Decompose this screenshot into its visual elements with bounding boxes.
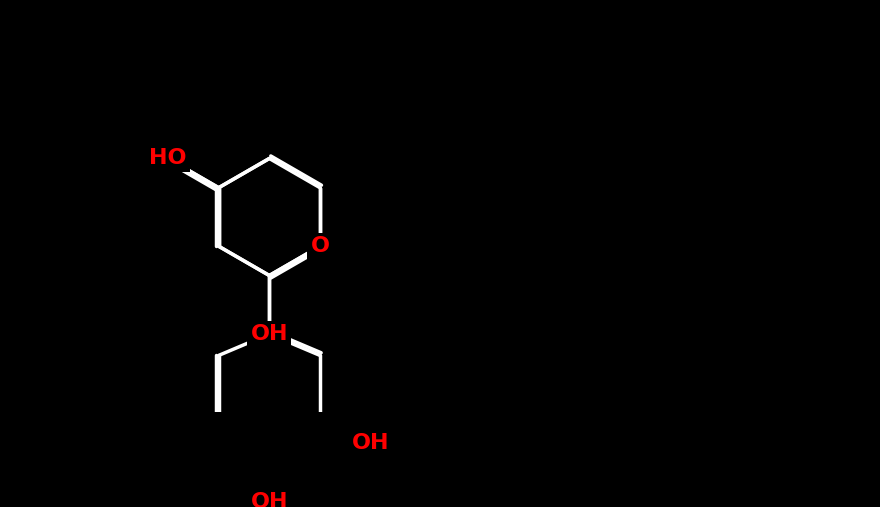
Text: O: O [158, 149, 178, 168]
Text: OH: OH [352, 433, 390, 453]
Text: HO: HO [150, 149, 187, 168]
Text: O: O [311, 236, 329, 256]
Text: OH: OH [251, 324, 288, 344]
Text: OH: OH [251, 492, 288, 507]
